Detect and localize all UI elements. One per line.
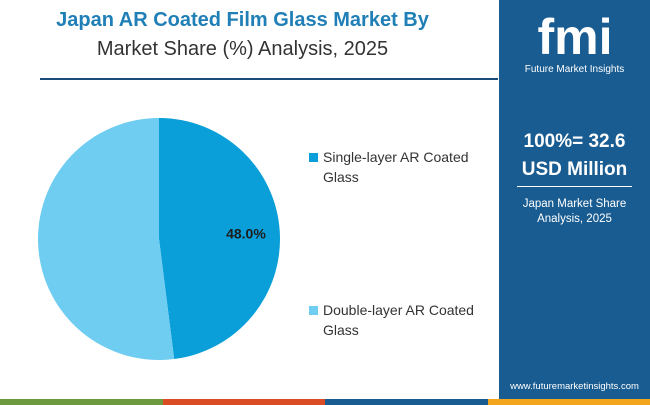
pie-slice-double-layer xyxy=(38,118,175,360)
market-total-unit: USD Million xyxy=(521,159,628,180)
fmi-logo-mark: fmi xyxy=(537,10,612,62)
legend-label-single-layer-line1: Single-layer AR Coated xyxy=(323,149,469,165)
pie-chart: 48.0% xyxy=(34,114,284,364)
legend-swatch-double-layer xyxy=(309,306,318,315)
legend-item-single-layer: Single-layer AR Coated Glass xyxy=(309,147,493,187)
fmi-logo-text: fmi xyxy=(537,10,612,62)
chart-title: Japan AR Coated Film Glass Market By Mar… xyxy=(20,6,465,64)
pie-slice-single-layer xyxy=(159,118,280,360)
website-link[interactable]: www.futuremarketinsights.com xyxy=(510,381,639,392)
fmi-logo: fmi Future Market Insights xyxy=(499,10,650,75)
panel-subtitle-line1: Japan Market Share xyxy=(522,198,627,210)
market-total-value: 100%= 32.6 xyxy=(523,131,626,152)
bottom-bar-segment-4 xyxy=(487,399,650,405)
chart-title-line1: Japan AR Coated Film Glass Market By xyxy=(56,9,429,31)
panel-divider xyxy=(517,186,632,187)
legend-item-double-layer: Double-layer AR Coated Glass xyxy=(309,300,493,340)
legend-label-double-layer-line1: Double-layer AR Coated xyxy=(323,302,474,318)
bottom-bar-segment-3 xyxy=(325,399,488,405)
pie-chart-svg: 48.0% xyxy=(38,118,280,360)
panel-subtitle-line2: Analysis, 2025 xyxy=(537,213,612,225)
legend-label-single-layer-line2: Glass xyxy=(323,169,359,185)
chart-title-line2: Market Share (%) Analysis, 2025 xyxy=(96,38,389,60)
fmi-logo-caption: Future Market Insights xyxy=(524,64,625,75)
bottom-color-bar xyxy=(0,399,650,405)
panel-subtitle: Japan Market Share Analysis, 2025 xyxy=(499,197,650,227)
legend-label-double-layer-line2: Glass xyxy=(323,322,359,338)
pie-slice-label-single-layer: 48.0% xyxy=(226,226,266,242)
market-total: 100%= 32.6 USD Million xyxy=(499,128,650,184)
side-panel: fmi Future Market Insights 100%= 32.6 US… xyxy=(499,0,650,405)
bottom-bar-segment-1 xyxy=(0,399,163,405)
bottom-bar-segment-2 xyxy=(162,399,325,405)
title-divider xyxy=(40,78,498,80)
legend-swatch-single-layer xyxy=(309,153,318,162)
